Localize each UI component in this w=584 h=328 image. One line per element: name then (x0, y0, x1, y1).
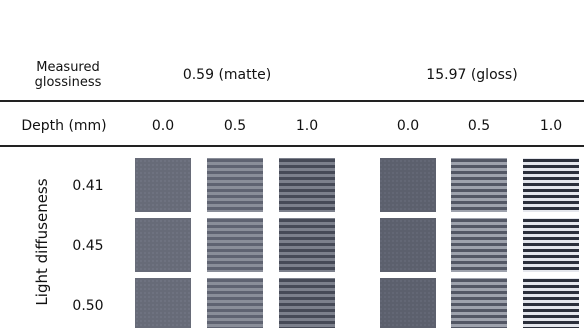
texture-swatch (135, 158, 191, 212)
texture-swatch (380, 278, 436, 328)
page: {"header": {"label": "Measured glossines… (0, 0, 584, 328)
texture-swatch (523, 218, 579, 272)
texture-swatch (451, 278, 507, 328)
texture-swatch (279, 218, 335, 272)
depth-value: 1.0 (296, 118, 318, 134)
texture-swatch (523, 158, 579, 212)
depth-value: 0.0 (152, 118, 174, 134)
texture-swatch (207, 218, 263, 272)
depth-value: 0.5 (468, 118, 490, 134)
diffuseness-value: 0.50 (72, 298, 103, 314)
depth-value: 0.0 (397, 118, 419, 134)
texture-swatch (380, 218, 436, 272)
texture-swatch (451, 218, 507, 272)
texture-swatch (523, 278, 579, 328)
depth-value: 1.0 (540, 118, 562, 134)
diffuseness-value: 0.45 (72, 238, 103, 254)
texture-swatch (135, 218, 191, 272)
texture-swatch (279, 278, 335, 328)
texture-swatch (135, 278, 191, 328)
texture-swatch (279, 158, 335, 212)
depth-value: 0.5 (224, 118, 246, 134)
diffuseness-value: 0.41 (72, 178, 103, 194)
texture-swatch (451, 158, 507, 212)
swatches (0, 0, 584, 328)
texture-swatch (207, 158, 263, 212)
texture-swatch (380, 158, 436, 212)
texture-swatch (207, 278, 263, 328)
